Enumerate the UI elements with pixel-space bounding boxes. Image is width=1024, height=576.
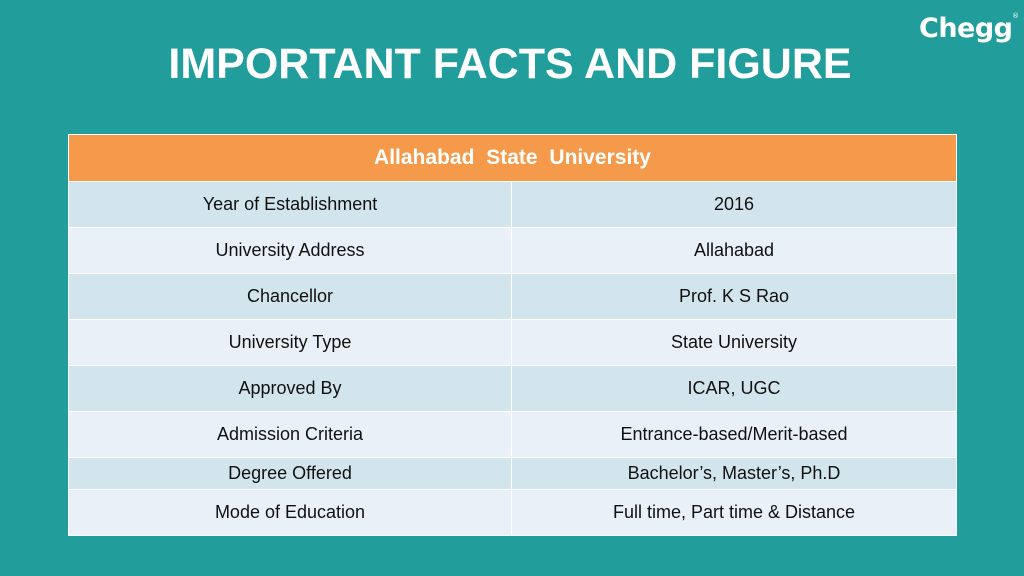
- table-row: Degree Offered Bachelor’s, Master’s, Ph.…: [68, 457, 958, 490]
- table-header: Allahabad State University: [67, 134, 958, 182]
- row-label: Admission Criteria: [68, 411, 512, 458]
- row-label: Year of Establishment: [68, 181, 512, 228]
- row-label: University Type: [68, 319, 512, 366]
- row-label: Approved By: [68, 365, 512, 412]
- row-label: Chancellor: [68, 273, 512, 320]
- table-row: Mode of Education Full time, Part time &…: [68, 489, 958, 536]
- table-row: University Type State University: [68, 319, 958, 366]
- row-value: ICAR, UGC: [510, 365, 958, 412]
- logo-text: Chegg: [919, 13, 1013, 44]
- row-label: Mode of Education: [68, 489, 512, 536]
- row-value: Full time, Part time & Distance: [510, 489, 958, 536]
- row-value: State University: [510, 319, 958, 366]
- row-value: 2016: [510, 181, 958, 228]
- page-title: IMPORTANT FACTS AND FIGURE: [168, 40, 852, 88]
- row-value: Entrance-based/Merit-based: [510, 411, 958, 458]
- table-row: Approved By ICAR, UGC: [68, 365, 958, 412]
- registered-mark: ®: [1012, 12, 1019, 20]
- row-value: Allahabad: [510, 227, 958, 274]
- table-header-row: Allahabad State University: [67, 134, 958, 182]
- row-value: Prof. K S Rao: [510, 273, 958, 320]
- table-row: Admission Criteria Entrance-based/Merit-…: [68, 411, 958, 458]
- row-value: Bachelor’s, Master’s, Ph.D: [510, 457, 958, 490]
- chegg-logo: Chegg ®: [919, 11, 1019, 47]
- row-label: University Address: [68, 227, 512, 274]
- facts-table: Allahabad State University Year of Estab…: [67, 134, 958, 536]
- table-row: University Address Allahabad: [68, 227, 958, 274]
- row-label: Degree Offered: [68, 457, 512, 490]
- table-row: Chancellor Prof. K S Rao: [68, 273, 958, 320]
- table-row: Year of Establishment 2016: [68, 181, 958, 228]
